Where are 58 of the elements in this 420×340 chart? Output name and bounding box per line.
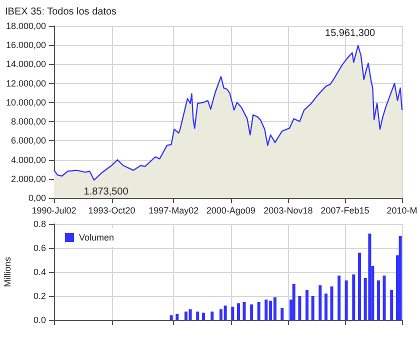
x-tick-label: 2003-Nov18 [264, 206, 313, 216]
bar [188, 309, 192, 320]
x-tick-label: 1993-Oct20 [88, 206, 136, 216]
y-axis-title: Millions [2, 256, 12, 288]
bar [280, 308, 284, 320]
y-tick-label: 0,00 [28, 193, 46, 203]
bar [257, 302, 260, 320]
annotation: 1.873,500 [84, 186, 129, 198]
y-tick-label: 6.000,00 [10, 136, 46, 146]
bar [202, 312, 205, 320]
x-tick-label: 1997-May02 [148, 206, 199, 216]
bar [311, 296, 314, 320]
bar [330, 286, 334, 320]
bar [176, 314, 179, 320]
x-tick-label: 1990-Jul02 [32, 206, 76, 216]
bar [250, 304, 254, 320]
bar [377, 280, 380, 320]
bar [358, 252, 361, 320]
bar [352, 274, 356, 320]
y-tick-label: 4.000,00 [10, 154, 46, 165]
bar [236, 303, 240, 320]
y-tick-label: 0.8 [33, 219, 46, 229]
bar [298, 296, 302, 320]
bar [170, 315, 173, 320]
y-tick-label: 2.000,00 [10, 174, 46, 184]
bar [224, 306, 227, 320]
bar [196, 312, 200, 320]
bar [273, 297, 276, 320]
bar [318, 285, 322, 320]
y-tick-label: 0.0 [33, 315, 46, 325]
bar [382, 276, 386, 320]
bar [242, 302, 246, 320]
y-tick-label: 0.2 [33, 291, 46, 301]
y-tick-label: 16.000,00 [6, 40, 46, 50]
bar [210, 312, 214, 320]
y-tick-label: 18.000,00 [6, 21, 46, 31]
x-tick-label: 2010-M [386, 206, 418, 216]
legend-label: Volumen [79, 232, 114, 242]
bar [292, 284, 296, 320]
bar [338, 276, 341, 320]
y-tick-label: 14.000,00 [6, 59, 46, 70]
y-tick-label: 10.000,00 [6, 97, 46, 108]
annotation: 15.961,300 [325, 28, 376, 39]
x-tick-label: 2000-Ago09 [206, 206, 256, 216]
x-tick-label: 2007-Feb15 [320, 206, 370, 216]
bar [390, 290, 394, 320]
bar [398, 236, 402, 320]
bar [264, 300, 268, 320]
y-tick-label: 8.000,00 [10, 116, 46, 127]
bar [231, 306, 234, 320]
y-tick-label: 12.000,00 [6, 78, 46, 88]
bar [368, 234, 372, 320]
chart-title: IBEX 35: Todos los datos [5, 6, 117, 18]
bar [324, 294, 328, 320]
bar [306, 290, 309, 320]
y-tick-label: 0.4 [33, 267, 46, 277]
y-tick-label: 0.6 [33, 243, 46, 253]
bar [344, 280, 348, 320]
